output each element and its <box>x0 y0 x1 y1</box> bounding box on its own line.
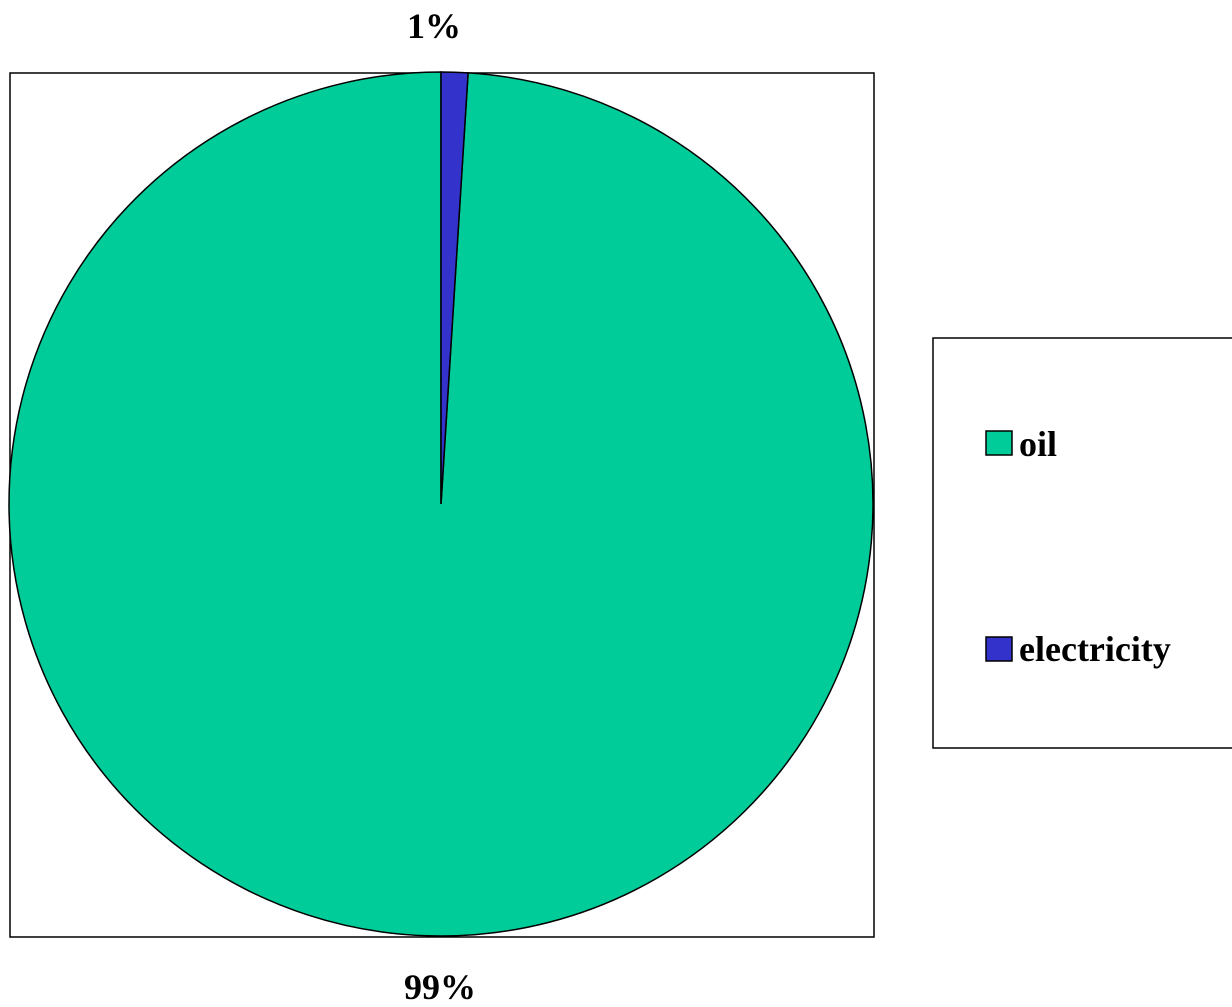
legend: oil electricity <box>932 337 1232 749</box>
data-label-electricity: 1% <box>407 6 461 46</box>
legend-frame <box>932 337 1232 749</box>
legend-label-oil: oil <box>1019 424 1057 464</box>
legend-swatch-oil <box>985 430 1013 456</box>
data-label-oil: 99% <box>404 967 476 1007</box>
pie-slices <box>8 71 874 937</box>
legend-label-electricity: electricity <box>1019 629 1171 669</box>
pie-slice-electricity <box>440 71 469 505</box>
legend-swatch-electricity <box>985 636 1013 662</box>
